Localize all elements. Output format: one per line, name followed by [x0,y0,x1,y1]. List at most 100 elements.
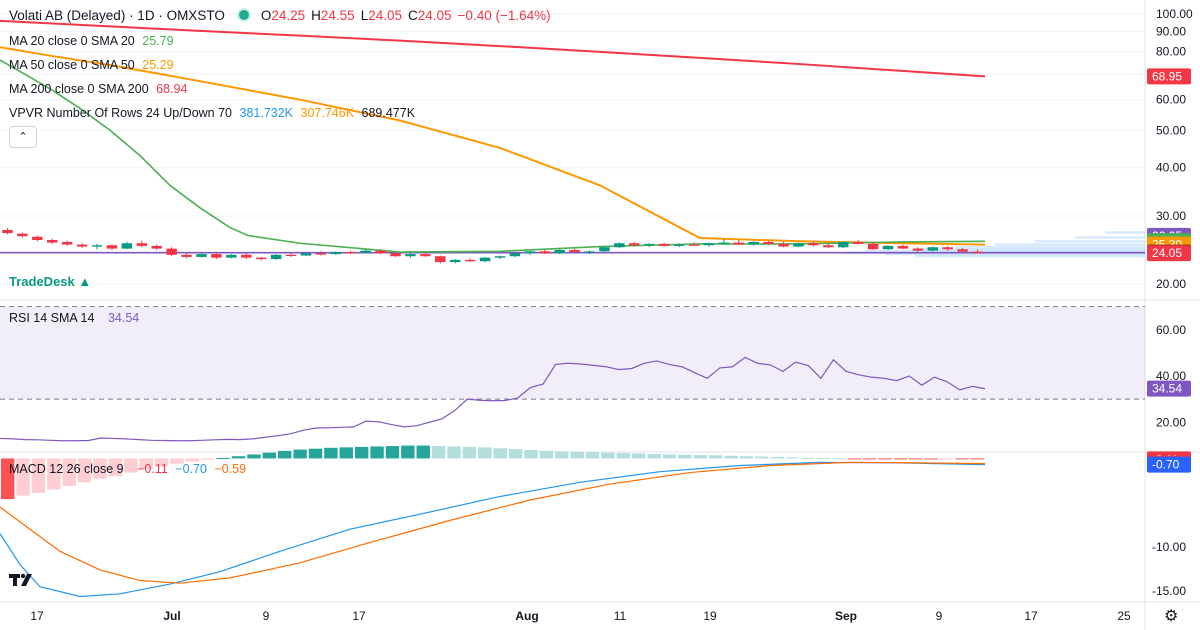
macd-hist-bar [401,445,415,459]
symbol-title: Volati AB (Delayed) · 1D · OMXSTO [9,8,225,23]
macd-hist-bar [739,456,754,459]
candle-body [643,243,655,246]
rsi-legend[interactable]: RSI 14 SMA 14 34.54 [9,310,143,326]
candle-body [464,259,476,262]
candle-body [166,248,177,255]
x-tick-label: 17 [1024,609,1038,623]
vpvr-legend[interactable]: VPVR Number Of Rows 24 Up/Down 70 381.73… [9,105,419,121]
macd-hist-bar [893,458,908,460]
macd-hist-bar [62,458,76,486]
macd-hist-bar [47,458,61,490]
macd-price-label-text: -0.70 [1152,458,1180,472]
market-status-icon[interactable] [236,8,251,22]
macd-hist-bar [77,458,92,483]
macd-hist-bar [124,458,138,473]
macd-hist-bar [493,448,507,459]
macd-hist-bar [724,455,738,459]
candle-body [912,248,924,251]
candle-body [226,254,237,258]
macd-hist-bar [308,448,323,459]
ma20-label: MA 20 close 0 SMA 20 [9,34,135,48]
macd-hist-bar [909,458,923,460]
main-y-tick: 20.00 [1156,277,1186,291]
candle-body [420,254,431,257]
macd-hist-bar [324,447,338,459]
candle-body [449,259,461,263]
macd-hist-bar [878,458,892,460]
macd-hist-bar [708,455,723,459]
candle-body [315,253,327,255]
macd-hist-bar [478,447,492,459]
macd-y-tick: -15.00 [1152,584,1186,598]
x-tick-label: Aug [515,609,538,623]
candle-body [837,241,849,248]
sma200-line [0,19,986,78]
candle-body [2,229,13,234]
ma200-legend[interactable]: MA 200 close 0 SMA 200 68.94 [9,81,191,97]
macd-hist-bar [231,456,246,459]
ma200-value: 68.94 [156,82,188,96]
vpvr-label: VPVR Number Of Rows 24 Up/Down 70 [9,106,233,120]
macd-hist-bar [662,454,677,459]
macd-y-tick: -10.00 [1152,540,1186,554]
gear-icon[interactable]: ⚙ [1164,608,1179,625]
rsi-price-label-text: 34.54 [1152,382,1182,396]
macd-hist-bar [678,454,692,459]
candle-body [808,243,819,246]
candle-body [181,254,192,257]
candle-body [330,252,342,255]
candle-body [241,254,252,258]
macd-hist-bar [185,458,200,462]
macd-hist-bar [616,453,631,459]
ma50-label: MA 50 close 0 SMA 50 [9,58,135,72]
candle-body [852,241,864,244]
x-tick-label: 9 [263,609,270,623]
sma20-line [0,59,986,253]
vpvr-row [1075,236,1145,239]
macd-hist-bar [955,458,969,460]
rsi-value: 34.54 [107,311,140,325]
macd-line-value: −0.70 [175,462,207,476]
symbol-legend: Volati AB (Delayed) · 1D · OMXSTO O24.25 H… [9,8,557,24]
macd-hist-bar [139,458,153,470]
candle-body [688,244,700,246]
x-tick-label: 17 [352,609,366,623]
candle-body [375,250,386,254]
candle-body [703,243,715,246]
macd-hist-bar [862,458,877,460]
macd-hist-bar [293,449,307,459]
macd-hist-bar [939,458,954,460]
macd-legend[interactable]: MACD 12 26 close 9 −0.11 −0.70 −0.59 [9,461,250,477]
x-tick-label: 9 [936,609,943,623]
macd-hist-bar [816,458,831,460]
tradedesk-label[interactable]: TradeDesk ▲ [9,274,92,289]
tradingview-logo[interactable] [8,568,38,592]
macd-signal-value: −0.59 [214,462,247,476]
candle-body [494,256,506,258]
main-y-tick: 60.00 [1156,93,1186,107]
macd-line [0,461,986,598]
candle-body [673,244,685,246]
macd-hist-bar [354,446,369,459]
macd-hist-bar [93,458,107,479]
vpvr-row [885,252,1145,256]
candle-body [972,251,983,254]
rsi-y-tick: 20.00 [1156,415,1186,429]
ma20-legend[interactable]: MA 20 close 0 SMA 20 25.79 [9,33,178,49]
high-label: H [311,8,321,23]
macd-signal-line [0,461,986,584]
main-y-tick: 30.00 [1156,209,1186,223]
ma20-value: 25.79 [142,34,174,48]
candle-body [255,257,267,260]
macd-hist-bar [462,446,477,459]
macd-hist-bar [585,452,600,459]
main-y-tick: 40.00 [1156,161,1186,175]
x-tick-label: Sep [835,609,857,623]
ma50-legend[interactable]: MA 50 close 0 SMA 50 25.29 [9,57,178,73]
candle-body [614,243,625,248]
rsi-label: RSI 14 SMA 14 [9,311,95,325]
vpvr-row [915,248,1145,251]
collapse-legend-button[interactable]: ⌃ [9,126,37,148]
macd-hist-bar [154,458,169,467]
